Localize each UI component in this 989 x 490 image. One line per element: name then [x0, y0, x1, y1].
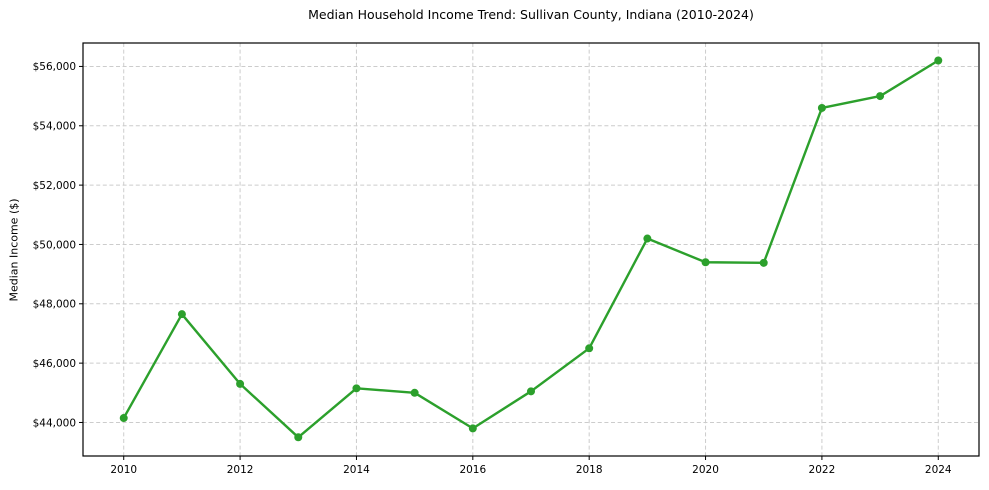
data-point-2021: [759, 258, 768, 267]
data-point-2011: [177, 310, 186, 319]
y-tick-label-50000: $50,000: [33, 239, 76, 251]
data-point-2023: [876, 92, 885, 101]
y-tick-label-46000: $46,000: [33, 358, 76, 370]
data-point-2012: [236, 379, 245, 388]
x-tick-label-2016: 2016: [459, 464, 486, 476]
x-tick-label-2022: 2022: [809, 464, 836, 476]
x-tick-label-2014: 2014: [343, 464, 370, 476]
data-point-2013: [294, 433, 303, 442]
data-point-2024: [934, 56, 943, 65]
chart-title: Median Household Income Trend: Sullivan …: [308, 7, 754, 22]
x-tick-label-2012: 2012: [227, 464, 254, 476]
x-tick-label-2020: 2020: [692, 464, 719, 476]
income-trend-line: [122, 59, 940, 439]
plot-border: [82, 42, 980, 457]
data-point-2018: [585, 344, 594, 353]
data-point-2020: [701, 258, 710, 267]
x-tick-label-2024: 2024: [925, 464, 952, 476]
data-point-2019: [643, 234, 652, 243]
data-point-2022: [817, 103, 826, 112]
y-tick-label-44000: $44,000: [33, 417, 76, 429]
y-tick-label-54000: $54,000: [33, 121, 76, 133]
data-point-2010: [119, 414, 128, 423]
x-tick-label-2018: 2018: [576, 464, 603, 476]
data-point-2017: [527, 387, 535, 396]
x-tick-label-2010: 2010: [110, 464, 137, 476]
data-point-2016: [468, 424, 477, 433]
y-tick-label-52000: $52,000: [33, 180, 76, 192]
y-tick-label-48000: $48,000: [33, 299, 76, 311]
data-point-2015: [410, 388, 419, 397]
data-point-2014: [352, 384, 361, 393]
y-tick-label-56000: $56,000: [33, 61, 76, 73]
